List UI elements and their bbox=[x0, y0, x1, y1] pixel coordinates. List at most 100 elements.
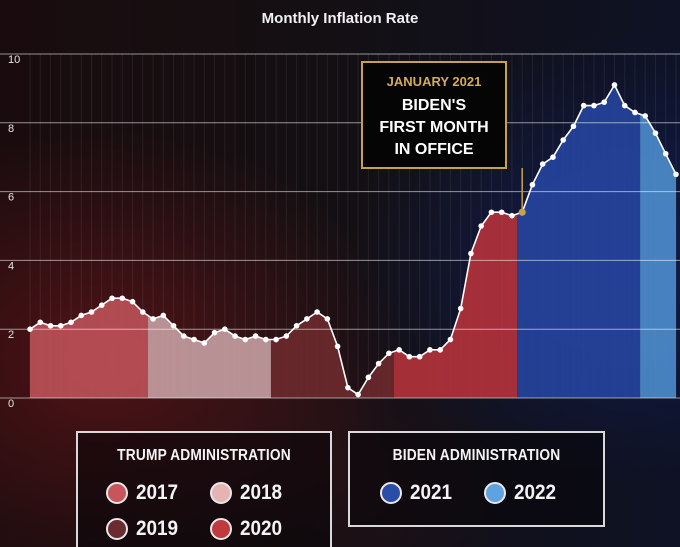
legend-item-2019: 2019 bbox=[106, 517, 183, 541]
data-point bbox=[375, 360, 382, 367]
data-point bbox=[550, 154, 556, 160]
legend-label-2018: 2018 bbox=[240, 481, 283, 504]
inflation-chart: Monthly Inflation Rate 0 2 4 6 8 10 JANUARY 202… bbox=[0, 10, 680, 410]
legend-label-2021: 2021 bbox=[410, 481, 453, 504]
data-point bbox=[662, 150, 669, 157]
data-point bbox=[355, 391, 361, 398]
trump-legend-title: TRUMP ADMINISTRATION bbox=[117, 447, 291, 464]
legend-label-2019: 2019 bbox=[136, 517, 179, 540]
legend-item-2018: 2018 bbox=[210, 481, 287, 505]
area-2019 bbox=[270, 312, 395, 398]
data-point bbox=[427, 347, 433, 353]
area-2017 bbox=[30, 298, 148, 398]
legend-item-2022: 2022 bbox=[484, 481, 561, 505]
area-2022 bbox=[640, 114, 676, 398]
annotation-line-3: IN OFFICE bbox=[394, 141, 473, 158]
data-point bbox=[47, 322, 54, 329]
data-point bbox=[457, 305, 464, 312]
legend-item-2021: 2021 bbox=[380, 481, 457, 505]
data-point bbox=[150, 316, 156, 322]
data-point bbox=[509, 212, 515, 219]
legend-label-2022: 2022 bbox=[514, 481, 557, 504]
data-point bbox=[365, 374, 372, 381]
data-point bbox=[242, 336, 249, 343]
swatch-2017 bbox=[106, 482, 128, 504]
swatch-2021 bbox=[380, 482, 402, 504]
data-point bbox=[324, 316, 331, 322]
data-point bbox=[673, 171, 679, 178]
data-point bbox=[304, 316, 310, 322]
trump-legend: TRUMP ADMINISTRATION 2017 2018 2019 2020 bbox=[76, 431, 332, 547]
data-point bbox=[201, 340, 208, 346]
data-point bbox=[57, 322, 64, 329]
swatch-2019 bbox=[106, 518, 128, 540]
data-point bbox=[68, 319, 74, 326]
annotation-line-2: FIRST MONTH bbox=[379, 119, 488, 136]
data-point bbox=[160, 312, 167, 319]
data-point bbox=[621, 102, 628, 109]
data-point bbox=[139, 309, 146, 315]
annotation-date: JANUARY 2021 bbox=[387, 74, 482, 89]
data-point bbox=[478, 223, 484, 229]
data-point bbox=[27, 326, 33, 333]
data-point bbox=[37, 319, 44, 326]
y-tick-10: 10 bbox=[8, 54, 20, 66]
data-point bbox=[591, 102, 597, 109]
data-point bbox=[447, 336, 454, 343]
area-2020 bbox=[394, 212, 518, 398]
data-point bbox=[273, 336, 279, 343]
y-tick-2: 2 bbox=[8, 329, 14, 341]
biden-legend: BIDEN ADMINISTRATION 2021 2022 bbox=[348, 431, 605, 527]
annotation-point bbox=[518, 208, 526, 216]
data-point bbox=[498, 209, 505, 216]
annotation-box bbox=[361, 61, 507, 169]
data-point bbox=[263, 336, 269, 343]
swatch-2022 bbox=[484, 482, 506, 504]
data-point bbox=[314, 309, 320, 315]
chart-title: Monthly Inflation Rate bbox=[262, 10, 419, 27]
data-point bbox=[293, 322, 300, 329]
data-point bbox=[170, 322, 177, 329]
biden-legend-title: BIDEN ADMINISTRATION bbox=[392, 447, 561, 464]
legend-item-2017: 2017 bbox=[106, 481, 183, 505]
data-point bbox=[386, 350, 392, 357]
data-point bbox=[78, 312, 85, 319]
swatch-2018 bbox=[210, 482, 232, 504]
data-point bbox=[601, 99, 608, 105]
data-point bbox=[98, 302, 105, 308]
annotation-line-1: BIDEN'S bbox=[402, 97, 467, 114]
data-point bbox=[88, 309, 95, 315]
data-point bbox=[642, 113, 649, 119]
legend-label-2020: 2020 bbox=[240, 517, 283, 540]
data-point bbox=[437, 347, 443, 353]
data-point bbox=[396, 347, 402, 353]
data-point bbox=[652, 130, 659, 136]
y-tick-6: 6 bbox=[8, 192, 14, 204]
data-point bbox=[181, 333, 187, 339]
data-point bbox=[529, 181, 536, 188]
data-point bbox=[632, 109, 638, 116]
data-point bbox=[334, 343, 341, 350]
data-point bbox=[611, 82, 618, 88]
data-point bbox=[416, 353, 423, 360]
data-point bbox=[109, 295, 115, 302]
data-point bbox=[539, 161, 546, 167]
data-point bbox=[283, 333, 290, 339]
data-point bbox=[211, 329, 218, 336]
y-tick-8: 8 bbox=[8, 123, 14, 135]
data-point bbox=[406, 353, 413, 360]
data-point bbox=[488, 209, 495, 216]
swatch-2020 bbox=[210, 518, 232, 540]
data-point bbox=[252, 333, 259, 339]
legend-label-2017: 2017 bbox=[136, 481, 179, 504]
data-point bbox=[345, 384, 351, 391]
y-tick-4: 4 bbox=[8, 260, 14, 272]
inflation-line bbox=[29, 83, 677, 396]
data-point bbox=[232, 333, 238, 339]
data-point bbox=[570, 123, 577, 130]
data-point bbox=[119, 295, 126, 302]
data-point bbox=[560, 137, 567, 143]
data-point bbox=[129, 298, 136, 305]
data-point bbox=[222, 326, 228, 333]
data-point bbox=[191, 336, 197, 343]
